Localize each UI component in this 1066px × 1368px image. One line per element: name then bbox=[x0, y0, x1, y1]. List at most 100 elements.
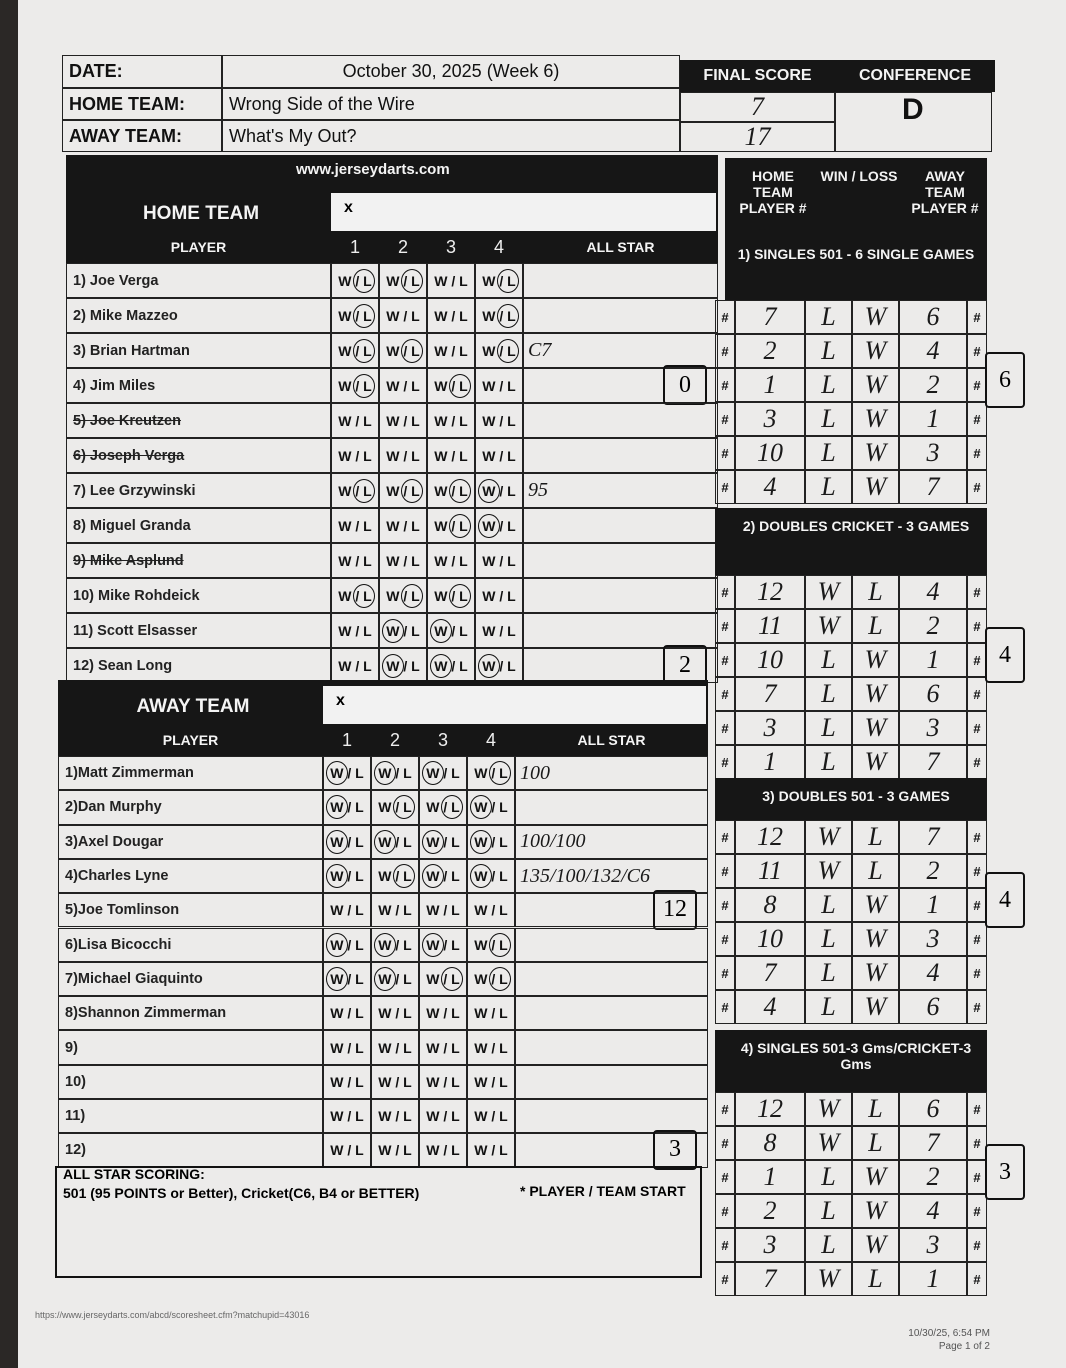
result-cell: W / L bbox=[475, 368, 523, 403]
player-number: 7 bbox=[899, 745, 967, 779]
result-cell: W / L bbox=[323, 996, 371, 1031]
match-result: W bbox=[852, 368, 899, 402]
player-number: 3 bbox=[735, 402, 805, 436]
hash: # bbox=[967, 609, 987, 643]
result-circle: L bbox=[353, 373, 375, 398]
result-cell: W / L bbox=[323, 1133, 371, 1168]
game-number: 3 bbox=[437, 730, 448, 750]
match-result: L bbox=[852, 1262, 899, 1296]
hash: # bbox=[715, 711, 735, 745]
result-cell: W / L bbox=[371, 996, 419, 1031]
result-circle: L bbox=[401, 583, 423, 608]
home-player-header: HOME TEAM PLAYER # bbox=[739, 168, 807, 216]
result-cell: W / L bbox=[379, 298, 427, 333]
result-circle: W bbox=[470, 864, 492, 889]
match-result: L bbox=[852, 1092, 899, 1126]
hash: # bbox=[967, 1160, 987, 1194]
hash: # bbox=[967, 956, 987, 990]
player-name: 7) Lee Grzywinski bbox=[66, 473, 331, 508]
player-number: 12 bbox=[735, 1092, 805, 1126]
page-number: Page 1 of 2 bbox=[938, 1341, 990, 1352]
hash: # bbox=[967, 334, 987, 368]
result-cell: W / L bbox=[475, 438, 523, 473]
result-circle: L bbox=[353, 583, 375, 608]
result-cell: W / L bbox=[427, 403, 475, 438]
hash: # bbox=[715, 990, 735, 1024]
result-circle: W bbox=[382, 618, 404, 643]
hash: # bbox=[967, 1228, 987, 1262]
player-number: 3 bbox=[899, 922, 967, 956]
result-cell: W / L bbox=[475, 543, 523, 578]
player-number: 2 bbox=[899, 368, 967, 402]
player-header: PLAYER bbox=[170, 239, 227, 255]
match-result: L bbox=[805, 402, 852, 436]
all-star-cell bbox=[523, 263, 718, 298]
match-result: L bbox=[805, 334, 852, 368]
hash: # bbox=[715, 300, 735, 334]
match-result: L bbox=[805, 922, 852, 956]
result-cell: W / L bbox=[379, 508, 427, 543]
hash: # bbox=[715, 1194, 735, 1228]
hash: # bbox=[967, 1092, 987, 1126]
match-result: W bbox=[805, 1092, 852, 1126]
result-circle: W bbox=[374, 829, 396, 854]
result-cell: W / L bbox=[467, 996, 515, 1031]
player-name: 12) Sean Long bbox=[66, 648, 331, 683]
result-circle: W bbox=[478, 478, 500, 503]
match-result: L bbox=[805, 1160, 852, 1194]
player-number: 6 bbox=[899, 1092, 967, 1126]
result-circle: L bbox=[489, 966, 511, 991]
section-title: 4) SINGLES 501-3 Gms/CRICKET-3 Gms bbox=[740, 1040, 972, 1072]
section-header bbox=[715, 1030, 987, 1092]
player-number: 4 bbox=[735, 470, 805, 504]
all-star-cell: C7 bbox=[523, 333, 718, 368]
round-total: 0 bbox=[663, 365, 707, 405]
player-number: 11 bbox=[735, 609, 805, 643]
date-label: DATE: bbox=[62, 55, 222, 88]
all-star-cell bbox=[523, 298, 718, 333]
result-cell: W / L bbox=[379, 403, 427, 438]
player-number: 12 bbox=[735, 820, 805, 854]
home-team: Wrong Side of the Wire bbox=[222, 88, 680, 120]
player-number: 11 bbox=[735, 854, 805, 888]
player-name: 6)Lisa Bicocchi bbox=[58, 927, 323, 962]
result-cell: W / L bbox=[331, 613, 379, 648]
result-cell: W / L bbox=[379, 543, 427, 578]
result-circle: L bbox=[497, 338, 519, 363]
player-number: 4 bbox=[735, 990, 805, 1024]
player-number: 7 bbox=[899, 1126, 967, 1160]
hash: # bbox=[967, 300, 987, 334]
result-cell: W / L bbox=[427, 298, 475, 333]
player-number: 7 bbox=[899, 820, 967, 854]
match-result: L bbox=[852, 609, 899, 643]
game-number: 2 bbox=[389, 730, 400, 750]
result-cell: W / L bbox=[419, 996, 467, 1031]
result-cell: W / L bbox=[371, 893, 419, 928]
hash: # bbox=[967, 922, 987, 956]
player-number: 6 bbox=[899, 677, 967, 711]
player-number: 12 bbox=[735, 575, 805, 609]
result-circle: L bbox=[393, 864, 415, 889]
all-star-cell bbox=[523, 508, 718, 543]
all-star-cell bbox=[523, 543, 718, 578]
match-result: W bbox=[852, 1194, 899, 1228]
player-number: 2 bbox=[899, 609, 967, 643]
section-title: 1) SINGLES 501 - 6 SINGLE GAMES bbox=[737, 246, 975, 262]
player-name: 8)Shannon Zimmerman bbox=[58, 996, 323, 1031]
player-number: 8 bbox=[735, 888, 805, 922]
section-total: 4 bbox=[985, 627, 1025, 683]
hash: # bbox=[715, 1262, 735, 1296]
match-result: W bbox=[852, 922, 899, 956]
match-result: W bbox=[805, 1126, 852, 1160]
result-circle: W bbox=[326, 864, 348, 889]
player-number: 2 bbox=[899, 1160, 967, 1194]
player-number: 2 bbox=[899, 854, 967, 888]
match-result: W bbox=[852, 990, 899, 1024]
away-label: AWAY TEAM: bbox=[62, 120, 222, 152]
player-number: 2 bbox=[735, 1194, 805, 1228]
player-name: 12) bbox=[58, 1133, 323, 1168]
hash: # bbox=[715, 922, 735, 956]
result-circle: W bbox=[374, 932, 396, 957]
result-cell: W / L bbox=[323, 1030, 371, 1065]
hash: # bbox=[715, 677, 735, 711]
